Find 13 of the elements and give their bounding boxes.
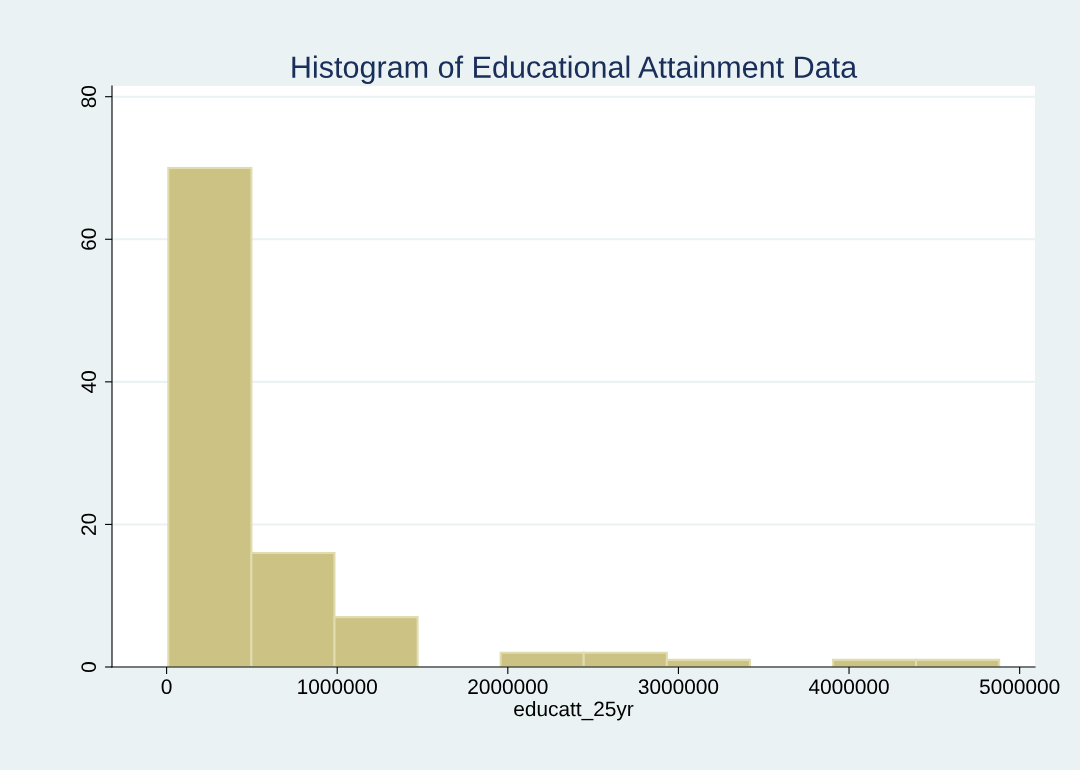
- x-axis-title: educatt_25yr: [514, 701, 634, 721]
- x-tick-label: 0: [161, 679, 172, 695]
- x-tick-label: 4000000: [808, 679, 889, 695]
- y-tick-label: 80: [81, 85, 97, 108]
- x-tick-label: 5000000: [979, 679, 1060, 695]
- y-tick-label: 0: [81, 662, 97, 672]
- x-tick-label: 1000000: [298, 679, 377, 695]
- x-tick-label: 2000000: [468, 679, 548, 695]
- y-tick-label: 40: [81, 371, 97, 393]
- chart-title: Histogram of Educational Attainment Data: [292, 55, 858, 85]
- x-tick-label: 3000000: [638, 679, 719, 695]
- y-tick-label: 60: [81, 228, 97, 250]
- y-tick-label: 20: [81, 513, 97, 535]
